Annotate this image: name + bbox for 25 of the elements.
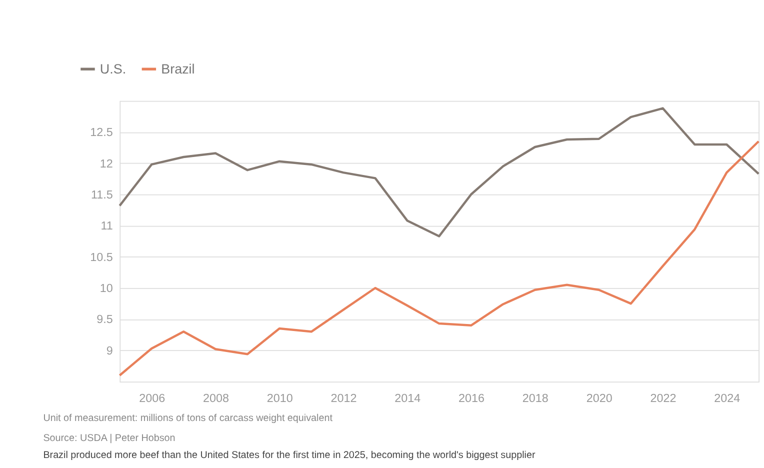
y-tick-label: 10.5 — [90, 250, 114, 264]
legend-label: U.S. — [100, 62, 126, 77]
y-tick-label: 10 — [100, 282, 114, 296]
x-tick-label: 2010 — [266, 392, 294, 405]
source-note: Source: USDA | Peter Hobson — [43, 432, 176, 444]
x-tick-label: 2024 — [714, 392, 741, 405]
x-tick-label: 2008 — [202, 392, 229, 405]
text: Unit of measurement: millions of tons of carcass weight equivalent — [43, 413, 333, 424]
legend-label: Brazil — [161, 62, 195, 77]
line-series — [118, 140, 760, 376]
y-tick-label: 11 — [100, 220, 113, 233]
y-tick-label: 12 — [100, 157, 113, 170]
x-tick-label: 2014 — [394, 392, 422, 405]
y-tick-label: 9.5 — [96, 313, 114, 326]
line-series — [118, 107, 760, 238]
x-tick-label: 2012 — [330, 392, 357, 405]
y-tick-label: 11.5 — [91, 188, 114, 202]
x-tick-label: 2016 — [458, 392, 485, 405]
x-tick-label: 2006 — [139, 392, 166, 405]
x-tick-label: 2022 — [650, 392, 676, 405]
text: Brazil produced more beef than the United States for the first time in 2025, becoming the world's biggest supplier — [43, 450, 536, 462]
x-tick-label: 2020 — [586, 392, 613, 405]
x-tick-label: 2018 — [522, 392, 548, 405]
y-tick-label: 12.5 — [90, 126, 114, 140]
y-tick-label: 9 — [106, 344, 113, 358]
